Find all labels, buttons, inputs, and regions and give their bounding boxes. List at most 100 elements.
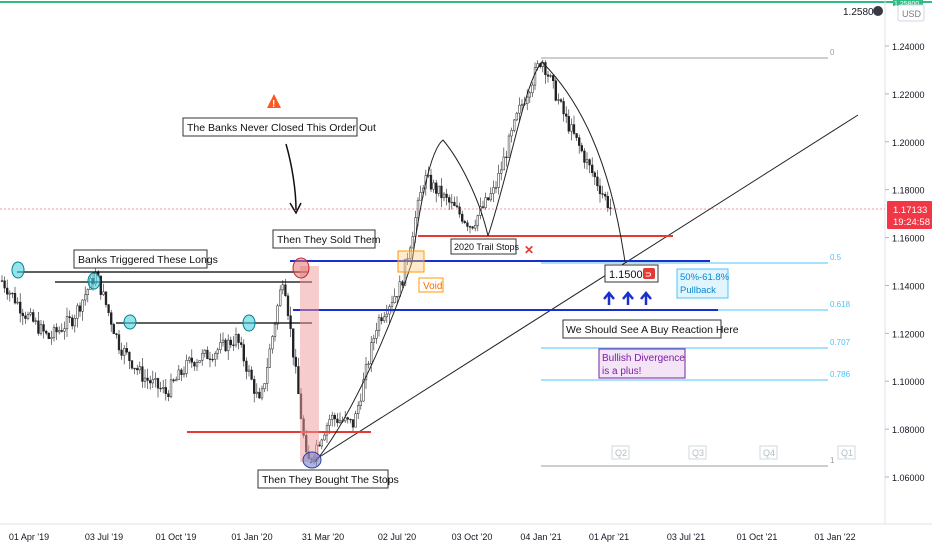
- candle: [531, 82, 534, 97]
- candle: [448, 194, 451, 210]
- target-price-badge[interactable]: 1.1500 ⊃: [604, 264, 659, 283]
- annotation-buy-reaction[interactable]: We Should See A Buy Reaction Here: [562, 319, 739, 339]
- candle: [84, 286, 87, 306]
- candle: [401, 279, 404, 289]
- cross-icon: ✕: [524, 243, 534, 257]
- quarter-label-q3: Q3: [692, 448, 704, 458]
- current-price-value: 1.17133: [893, 205, 927, 216]
- quarter-box-q2: [611, 445, 630, 460]
- time-tick-label: 03 Jul '21: [667, 532, 705, 542]
- candle: [572, 115, 576, 136]
- time-tick-label: 31 Mar '20: [302, 532, 344, 542]
- candle: [162, 379, 165, 394]
- candle: [273, 321, 277, 342]
- candle: [13, 286, 17, 305]
- price-axis-header: 1.25800 1.2580 USD: [843, 0, 925, 22]
- circle-marker-1: [11, 261, 25, 279]
- candle: [601, 185, 604, 199]
- magnet-icon: [643, 268, 655, 279]
- time-tick-label: 02 Jul '20: [378, 532, 416, 542]
- candle: [578, 134, 581, 154]
- price-tick-label: 1.16000: [892, 234, 925, 244]
- candle: [492, 180, 495, 203]
- fib-retracement[interactable]: 0 0.5 0.618 0.707 0.786 1: [541, 48, 851, 467]
- candle: [253, 375, 256, 403]
- candle: [468, 225, 472, 234]
- candle: [598, 178, 602, 203]
- annotation-trail-stops[interactable]: 2020 Trail Stops: [450, 238, 520, 255]
- annotation-pullback[interactable]: 50%-61.8% Pullback: [676, 268, 730, 299]
- candle: [354, 410, 357, 428]
- circle-marker-4: [242, 314, 256, 332]
- candle: [440, 178, 443, 208]
- candle: [68, 310, 71, 323]
- time-axis[interactable]: 01 Apr '19 03 Jul '19 01 Oct '19 01 Jan '20…: [9, 532, 856, 542]
- candle: [279, 285, 282, 307]
- candle: [141, 358, 144, 388]
- candle: [580, 142, 583, 153]
- candle: [24, 311, 27, 324]
- candle: [328, 414, 331, 434]
- candle: [169, 373, 173, 399]
- candle: [71, 314, 74, 330]
- candle: [60, 323, 63, 333]
- candle: [323, 431, 326, 441]
- time-tick-label: 01 Oct '19: [156, 532, 197, 542]
- candle: [364, 356, 368, 389]
- candle: [260, 385, 264, 401]
- candle: [393, 288, 396, 304]
- circle-marker-3: [123, 314, 137, 330]
- candle: [570, 118, 573, 141]
- candle: [437, 185, 440, 197]
- candle: [159, 381, 162, 393]
- candle: [609, 198, 612, 216]
- candle: [562, 97, 565, 122]
- candle: [383, 311, 386, 324]
- candle: [201, 349, 204, 366]
- time-tick-label: 01 Jan '20: [231, 532, 272, 542]
- candle: [224, 338, 227, 353]
- candle: [336, 413, 339, 427]
- candle: [292, 328, 295, 366]
- candle: [185, 354, 188, 378]
- quarter-box-q3: [688, 445, 707, 460]
- quarter-label-q4: Q4: [763, 448, 775, 458]
- candle: [177, 364, 180, 380]
- candle: [167, 390, 170, 402]
- price-axis[interactable]: 1.06000 1.08000 1.10000 1.12000 1.14000 1.160…: [885, 42, 925, 483]
- candle: [229, 336, 232, 348]
- candle: [526, 89, 529, 111]
- candle: [349, 418, 352, 424]
- candle: [164, 378, 167, 401]
- price-tick-label: 1.12000: [892, 329, 925, 339]
- candle: [557, 93, 560, 105]
- candle: [502, 147, 505, 171]
- time-tick-label: 03 Jul '19: [85, 532, 123, 542]
- candle: [237, 333, 240, 350]
- warning-icon: !: [267, 94, 281, 110]
- annotation-banks-triggered[interactable]: Banks Triggered These Longs: [73, 249, 218, 269]
- annotation-then-they-bought[interactable]: Then They Bought The Stops: [257, 469, 399, 489]
- curve-arc-1: [411, 139, 489, 263]
- candle: [297, 357, 300, 395]
- annotation-then-they-sold[interactable]: Then They Sold Them: [272, 229, 381, 249]
- quarter-label-q1: Q1: [841, 448, 853, 458]
- candle: [357, 401, 360, 419]
- candle: [528, 90, 531, 104]
- annotation-banks-never-closed[interactable]: The Banks Never Closed This Order Out: [182, 117, 376, 137]
- pullback-line-2: Pullback: [680, 285, 716, 296]
- candle: [453, 196, 456, 207]
- candle: [81, 299, 84, 321]
- candle: [34, 317, 37, 325]
- candle: [156, 377, 160, 398]
- fib-label-0-618: 0.618: [830, 300, 851, 309]
- candle: [546, 70, 550, 83]
- candle: [29, 308, 32, 317]
- annotation-divergence[interactable]: Bullish Divergence is a plus!: [598, 348, 686, 379]
- candle: [463, 219, 466, 225]
- price-dot-icon: [873, 6, 883, 16]
- currency-badge[interactable]: [897, 4, 925, 22]
- ascending-trendline[interactable]: [309, 114, 859, 464]
- candle: [333, 412, 336, 427]
